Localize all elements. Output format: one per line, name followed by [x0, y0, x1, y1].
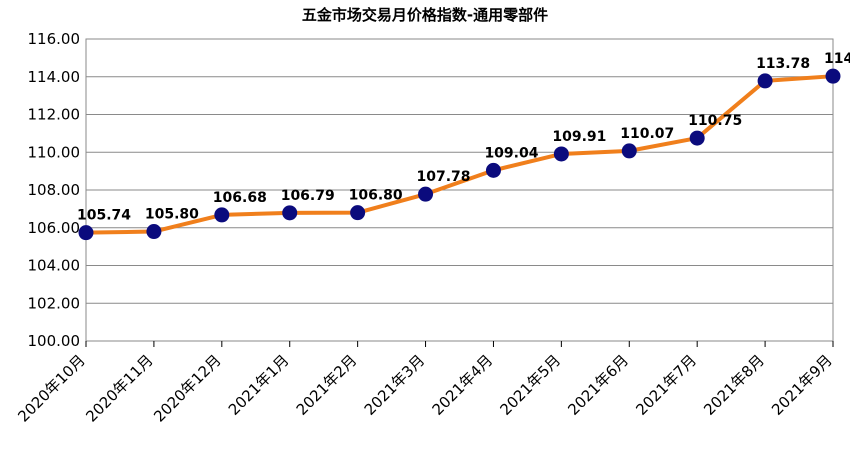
data-point: [214, 207, 230, 223]
x-tick-label: 2021年3月: [361, 351, 429, 419]
x-tick-label: 2021年5月: [497, 351, 565, 419]
x-tick-label: 2021年1月: [225, 351, 293, 419]
x-tick-label: 2021年7月: [632, 351, 700, 419]
data-point: [485, 162, 501, 178]
series-line: [85, 74, 834, 235]
chart-title: 五金市场交易月价格指数-通用零部件: [301, 6, 549, 24]
y-tick-label: 104.00: [28, 257, 81, 275]
x-tick-label: 2021年9月: [768, 351, 836, 419]
x-tick-label: 2021年6月: [564, 351, 632, 419]
data-point: [78, 225, 94, 241]
data-label: 106.68: [213, 190, 267, 206]
data-label: 106.79: [281, 188, 335, 204]
data-label: 106.80: [349, 188, 403, 204]
data-point: [621, 143, 637, 159]
data-label: 109.91: [552, 129, 606, 145]
x-tick-label: 2020年11月: [82, 351, 156, 425]
y-tick-label: 108.00: [28, 181, 81, 199]
data-label: 110.75: [688, 113, 742, 129]
data-point: [146, 224, 162, 240]
x-tick-label: 2021年4月: [429, 351, 497, 419]
y-tick-label: 106.00: [28, 219, 81, 237]
x-tick-label: 2021年8月: [700, 351, 768, 419]
y-tick-label: 110.00: [28, 143, 81, 161]
y-tick-label: 102.00: [28, 294, 81, 312]
data-label: 113.78: [756, 56, 810, 72]
data-label: 110.07: [620, 126, 674, 142]
x-tick-label: 2020年12月: [150, 351, 224, 425]
data-point: [689, 130, 705, 146]
x-tick-label: 2020年10月: [14, 351, 88, 425]
x-tick-label: 2021年2月: [293, 351, 361, 419]
data-label: 107.78: [417, 169, 471, 185]
data-point: [825, 68, 841, 84]
y-tick-label: 112.00: [28, 106, 81, 124]
y-tick-label: 114.00: [28, 68, 81, 86]
data-label: 105.80: [145, 207, 199, 223]
data-label: 105.74: [77, 208, 131, 224]
data-point: [282, 205, 298, 221]
data-label: 114.03: [824, 51, 850, 67]
data-point: [553, 146, 569, 162]
data-label: 109.04: [484, 145, 538, 161]
y-tick-label: 100.00: [28, 332, 81, 350]
data-point: [418, 186, 434, 202]
data-point: [350, 205, 366, 221]
y-tick-label: 116.00: [28, 30, 81, 48]
data-point: [757, 73, 773, 89]
